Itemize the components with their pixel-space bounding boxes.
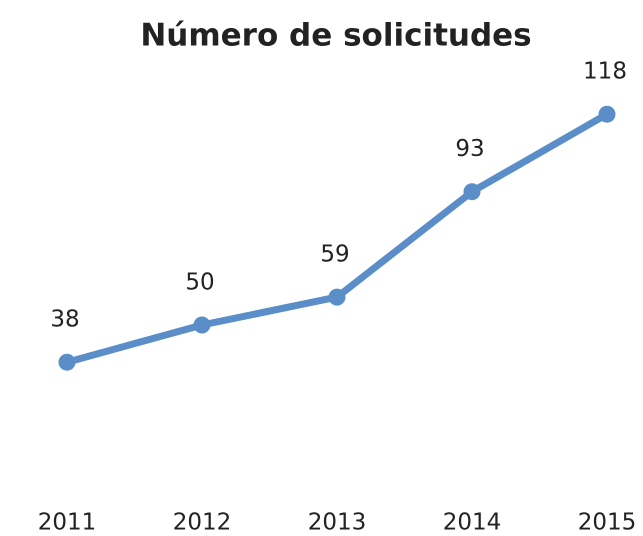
chart-title: Número de solicitudes (140, 18, 531, 54)
marker (328, 288, 346, 306)
x-tick-label: 2015 (578, 510, 637, 536)
data-label: 118 (583, 59, 627, 85)
x-tick-label: 2013 (308, 510, 367, 536)
data-label: 93 (455, 136, 484, 162)
data-label: 50 (185, 270, 214, 296)
x-tick-label: 2011 (38, 510, 97, 536)
data-label: 59 (320, 242, 349, 268)
marker (463, 183, 481, 201)
data-label: 38 (50, 307, 79, 333)
x-tick-label: 2014 (443, 510, 502, 536)
marker (598, 105, 616, 123)
x-tick-label: 2012 (173, 510, 232, 536)
line (63, 110, 611, 366)
marker (58, 353, 76, 371)
marker (193, 316, 211, 334)
